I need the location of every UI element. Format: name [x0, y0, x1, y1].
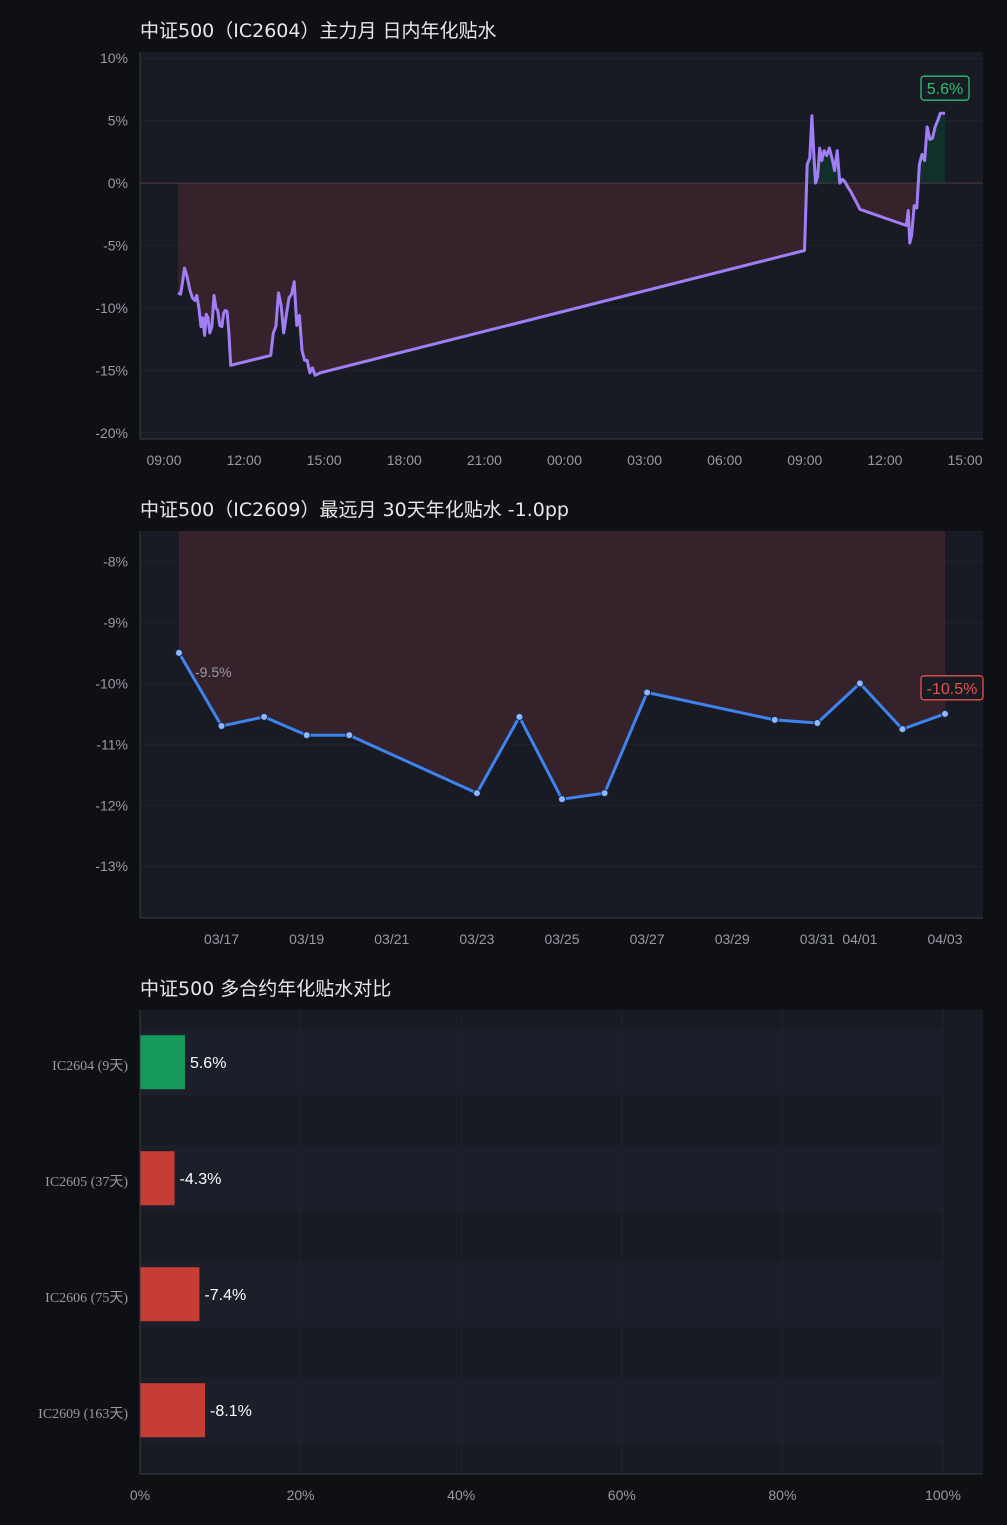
chart-1-x-tick-label: 15:00 [307, 452, 342, 468]
chart-3-bar [140, 1383, 206, 1438]
chart-3-category-label: IC2609 (163天) [38, 1407, 128, 1422]
chart-2-last-value-label: -10.5% [927, 681, 978, 698]
contract-comparison-chart: 0% 20% 40% 60% 80% 100% 5.6% IC2604 (9天) -4.3% IC… [38, 1010, 983, 1503]
chart-2-data-point [302, 731, 311, 740]
chart-1-x-tick-label: 03:00 [627, 452, 662, 468]
chart-2-first-value-label: -9.5% [195, 664, 232, 680]
chart-3-x-tick-label: 20% [287, 1487, 315, 1503]
chart-1-positive-area [806, 113, 945, 184]
chart-1-y-tick-label: -15% [95, 362, 128, 378]
chart-2-x-tick-label: 03/17 [204, 931, 239, 947]
chart-2-negative-area [179, 531, 945, 800]
chart-2-y-tick-label: -9% [103, 614, 128, 630]
chart-2-y-tick-label: -13% [95, 858, 128, 874]
chart-2-y-tick-label: -12% [95, 797, 128, 813]
chart-3-x-tick-label: 40% [447, 1487, 475, 1503]
chart-2-x-tick-label: 03/25 [544, 931, 579, 947]
intraday-discount-chart: 10% 5% 0% -5% -10% -15% -20% 09:00 12:00 15:00 18:… [95, 50, 983, 468]
chart-2-x-tick-label: 03/21 [374, 931, 409, 947]
chart-2-x-tick-label: 04/01 [842, 931, 877, 947]
chart-2-data-point [515, 712, 524, 721]
chart-3-category-label: IC2605 (37天) [45, 1175, 128, 1190]
chart-1-y-tick-label: 5% [108, 113, 128, 129]
chart-2-data-point [770, 715, 779, 724]
chart-2-data-point [472, 789, 481, 798]
chart-3-x-tick-label: 60% [608, 1487, 636, 1503]
chart-1-last-value-box [920, 75, 970, 101]
chart-2-x-tick-label: 03/31 [800, 931, 835, 947]
chart-3-row-band [140, 1029, 943, 1096]
chart-2-y-tick-label: -11% [96, 736, 128, 752]
chart-1-y-tick-label: -5% [103, 238, 128, 254]
chart-3-x-tick-label: 100% [925, 1487, 961, 1503]
chart-1-x-tick-label: 09:00 [787, 452, 822, 468]
chart-2-data-point [643, 688, 652, 697]
chart-1-last-value-label: 5.6% [927, 81, 963, 98]
chart-2-y-tick-label: -10% [95, 675, 128, 691]
chart-1-x-tick-label: 15:00 [947, 452, 982, 468]
chart-3-category-label: IC2604 (9天) [52, 1059, 128, 1074]
chart-3-row-band [140, 1145, 943, 1212]
chart-2-x-tick-label: 03/19 [289, 931, 324, 947]
chart-2-data-point [855, 679, 864, 688]
chart-3-bar-value-label: -7.4% [204, 1287, 246, 1304]
chart-3-bar [140, 1151, 175, 1206]
chart-2-data-point [558, 795, 566, 804]
chart-1-x-tick-label: 18:00 [387, 452, 422, 468]
chart-1-x-tick-label: 21:00 [467, 452, 502, 468]
chart-3-row-band [140, 1377, 943, 1444]
chart-2-y-tick-label: -8% [103, 553, 128, 569]
chart-3-bar [140, 1267, 200, 1322]
chart-2-data-point [260, 712, 269, 721]
chart-3-category-label: IC2606 (75天) [45, 1291, 128, 1306]
chart-2-x-tick-label: 03/29 [715, 931, 750, 947]
chart-2-data-point [898, 725, 907, 734]
chart-2-title: 中证500（IC2609）最远月 30天年化贴水 -1.0pp [140, 499, 569, 521]
chart-3-bar-value-label: -8.1% [210, 1403, 252, 1420]
chart-3-bar-value-label: -4.3% [180, 1171, 222, 1188]
chart-2-data-point [600, 789, 609, 798]
chart-3-bar [140, 1035, 185, 1090]
chart-2-data-point [345, 731, 354, 740]
chart-2-x-tick-label: 03/27 [630, 931, 665, 947]
chart-3-bar-value-label: 5.6% [190, 1055, 226, 1072]
chart-3-row-band [140, 1261, 943, 1328]
chart-1-series-line [177, 111, 945, 377]
chart-1-x-tick-label: 12:00 [867, 452, 902, 468]
chart-1-x-tick-label: 12:00 [227, 452, 262, 468]
chart-1-y-tick-label: -20% [95, 425, 128, 441]
chart-3-x-tick-label: 0% [130, 1487, 150, 1503]
chart-1-title: 中证500（IC2604）主力月 日内年化贴水 [140, 20, 497, 42]
chart-2-last-value-box [920, 675, 984, 701]
chart-2-data-point [217, 722, 226, 731]
chart-2-x-tick-label: 04/03 [927, 931, 962, 947]
chart-1-negative-area [178, 183, 945, 376]
chart-1-y-tick-label: -10% [95, 300, 128, 316]
chart-1-y-tick-label: 10% [100, 50, 128, 66]
chart-3-title: 中证500 多合约年化贴水对比 [140, 978, 391, 1000]
chart-1-x-tick-label: 06:00 [707, 452, 742, 468]
chart-2-data-point [941, 709, 949, 718]
chart-1-x-tick-label: 00:00 [547, 452, 582, 468]
chart-2-data-point [813, 718, 822, 727]
chart-1-y-tick-label: 0% [108, 175, 128, 191]
chart-1-x-tick-label: 09:00 [146, 452, 181, 468]
chart-2-data-point [175, 648, 183, 657]
far-month-discount-chart: -8% -9% -10% -11% -12% -13% 03/17 03/19 03/21 03/… [95, 531, 984, 947]
chart-2-x-tick-label: 03/23 [459, 931, 494, 947]
chart-3-x-tick-label: 80% [768, 1487, 796, 1503]
